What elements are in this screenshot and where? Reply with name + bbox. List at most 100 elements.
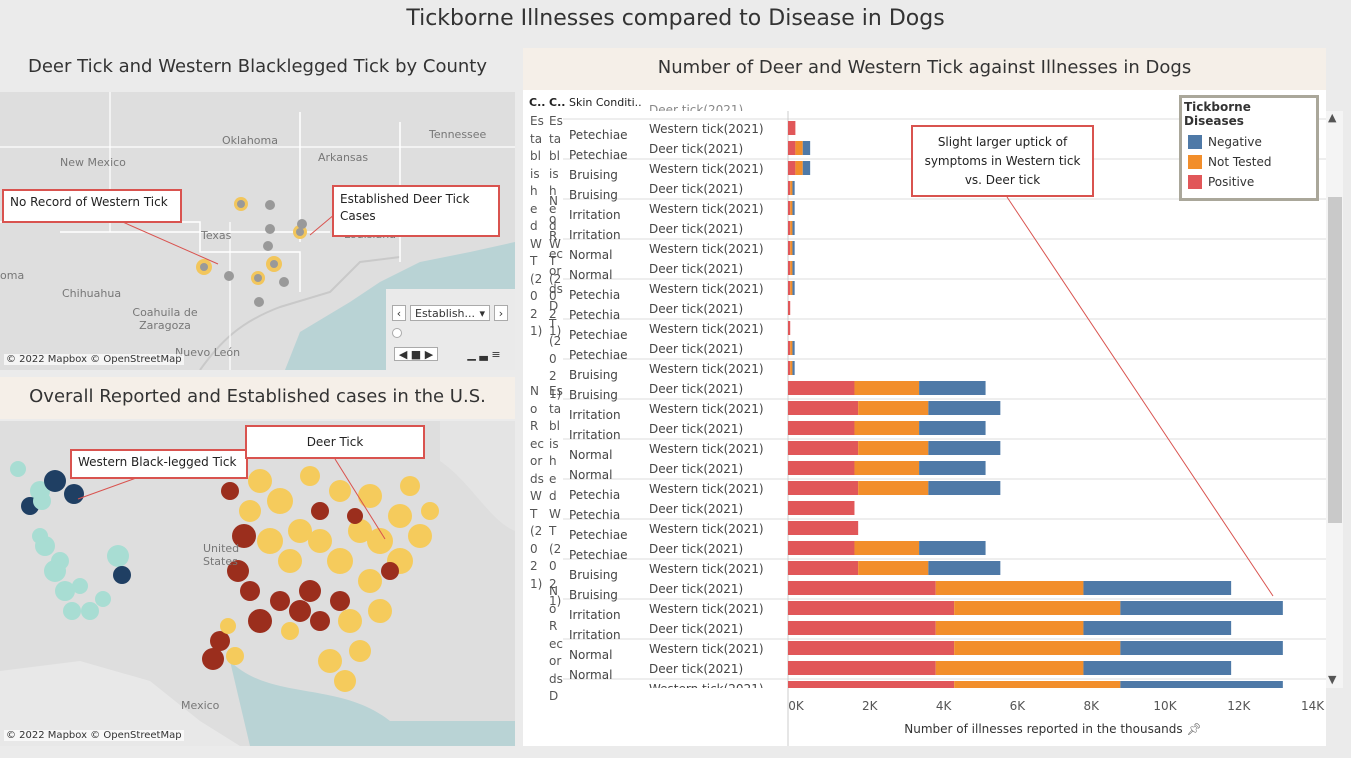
bar-rows-viewport[interactable]: Petechia Western tick(2021) Petechiae Deer … — [523, 111, 1326, 688]
map-label-mexico: Mexico — [181, 699, 220, 712]
tick-type-label: Deer tick(2021) — [649, 582, 743, 596]
map-label-tennessee: Tennessee — [429, 128, 487, 141]
bar-segment-positive — [788, 641, 955, 655]
condition-label: Petechiae — [569, 328, 628, 342]
legend-swatch-negative — [1188, 135, 1202, 149]
bar-segment-negative — [1120, 641, 1283, 655]
filter-select[interactable]: Establish... ▾ — [410, 305, 490, 321]
tick-type-label: Western tick(2021) — [649, 242, 764, 256]
x-tick-label: 0K — [788, 699, 805, 713]
bar-segment-not-tested — [935, 581, 1084, 595]
bar-segment-negative — [792, 241, 795, 255]
x-tick-label: 14K — [1301, 699, 1325, 713]
condition-label: Irritation — [569, 428, 621, 442]
us-markers-east — [202, 466, 439, 692]
bar-segment-not-tested — [795, 141, 803, 155]
tick-type-label: Deer tick(2021) — [649, 542, 743, 556]
legend-swatch-positive — [1188, 175, 1202, 189]
x-axis: 0K 2K 4K 6K 8K 10K 12K 14K — [787, 688, 1325, 746]
condition-label: Irritation — [569, 608, 621, 622]
playback-controls[interactable]: ◀ ■ ▶ — [394, 347, 438, 361]
legend-item-negative[interactable]: Negative — [1184, 132, 1314, 152]
tick-type-label: Western tick(2021) — [649, 362, 764, 376]
bar-segment-not-tested — [790, 361, 793, 375]
tick-type-label: Western tick(2021) — [649, 282, 764, 296]
col-header-2[interactable]: C.. — [549, 96, 566, 109]
tick-type-label: Deer tick(2021) — [649, 662, 743, 676]
bar-segment-positive — [788, 401, 859, 415]
map-label-oklahoma: Oklahoma — [222, 134, 278, 147]
annotation-uptick: Slight larger uptick of symptoms in West… — [911, 125, 1094, 197]
dashboard-title: Tickborne Illnesses compared to Disease … — [406, 6, 945, 31]
pin-icon[interactable]: 📌︎ — [1186, 722, 1202, 736]
map-label-nuevo-leon: Nuevo León — [175, 346, 241, 359]
bar-segment-not-tested — [790, 261, 793, 275]
tick-type-label: Western tick(2021) — [649, 682, 764, 688]
condition-label: Normal — [569, 248, 612, 262]
condition-label: Petechia — [569, 288, 620, 302]
prev-filter-button[interactable]: ‹ — [392, 305, 406, 321]
bar-segment-not-tested — [854, 541, 920, 555]
tick-type-label: Western tick(2021) — [649, 642, 764, 656]
condition-label: Bruising — [569, 168, 618, 182]
tick-type-label: Deer tick(2021) — [649, 262, 743, 276]
x-tick-label: 6K — [1010, 699, 1027, 713]
scroll-down-icon[interactable]: ▼ — [1328, 673, 1337, 686]
us-map[interactable]: United States Mexico Western Black-legge… — [0, 421, 515, 746]
condition-label: Petechiae — [569, 148, 628, 162]
legend-item-not-tested[interactable]: Not Tested — [1184, 152, 1314, 172]
bar-segment-positive — [788, 221, 791, 235]
tick-type-label: Deer tick(2021) — [649, 182, 743, 196]
bar-segment-not-tested — [935, 621, 1084, 635]
callout-established-deer-tick: Established Deer Tick Cases — [332, 185, 500, 237]
tick-type-label: Western tick(2021) — [649, 442, 764, 456]
bar-segment-positive — [788, 381, 855, 395]
bar-segment-positive — [788, 561, 859, 575]
next-filter-button[interactable]: › — [494, 305, 508, 321]
annotation-pointer — [1006, 196, 1274, 597]
bar-chart-svg: Petechia Western tick(2021) Petechiae Deer … — [563, 111, 1326, 688]
bar-segment-not-tested — [858, 561, 929, 575]
bar-segment-negative — [792, 361, 795, 375]
bar-segment-negative — [1120, 681, 1283, 688]
tick-type-label: Deer tick(2021) — [649, 502, 743, 516]
group-label-no-records-wt: No Records WT(2021) — [530, 384, 544, 591]
tick-type-label: Western tick(2021) — [649, 322, 764, 336]
x-tick-label: 8K — [1083, 699, 1100, 713]
bar-segment-not-tested — [790, 181, 793, 195]
bar-segment-negative — [802, 141, 811, 155]
group-label-col2-wt: Established WT(2021) — [549, 114, 563, 338]
bar-segment-negative — [802, 161, 811, 175]
bar-segment-positive — [788, 541, 855, 555]
bar-segment-negative — [792, 341, 795, 355]
col-header-1[interactable]: C.. — [529, 96, 546, 109]
condition-label: Bruising — [569, 588, 618, 602]
col-header-skin-condition[interactable]: Skin Conditi.. — [569, 96, 642, 109]
x-axis-title: Number of illnesses reported in the thou… — [788, 722, 1318, 736]
bar-segment-negative — [919, 541, 986, 555]
county-map[interactable]: Oklahoma Arkansas Tennessee New Mexico T… — [0, 92, 515, 370]
group-label-established-dt: Established WT(2021) — [549, 384, 563, 608]
scroll-up-icon[interactable]: ▲ — [1328, 111, 1337, 124]
vertical-scrollbar[interactable]: ▲ ▼ — [1326, 111, 1343, 688]
condition-label: Petechiae — [569, 128, 628, 142]
bar-segment-positive — [788, 181, 791, 195]
scrollbar-thumb[interactable] — [1328, 197, 1342, 523]
map-label-chihuahua: Chihuahua — [62, 287, 122, 300]
bar-chart-title: Number of Deer and Western Tick against … — [657, 57, 1192, 78]
bar-segment-negative — [919, 421, 986, 435]
x-tick-label: 2K — [862, 699, 879, 713]
speed-icon[interactable]: ▁ ▃ ≡ — [467, 347, 501, 361]
callout-no-western-tick: No Record of Western Tick — [2, 189, 182, 223]
bar-segment-negative — [792, 181, 795, 195]
map-label-arkansas: Arkansas — [318, 151, 369, 164]
legend-item-positive[interactable]: Positive — [1184, 172, 1314, 192]
condition-label: Petechiae — [569, 348, 628, 362]
county-map-title: Deer Tick and Western Blacklegged Tick b… — [28, 56, 487, 77]
tick-type-label: Deer tick(2021) — [649, 422, 743, 436]
bar-segment-positive — [788, 681, 955, 688]
bar-segment-negative — [1083, 621, 1232, 635]
radio-option[interactable] — [392, 328, 402, 338]
tick-type-label: Deer tick(2021) — [649, 302, 743, 316]
condition-label: Bruising — [569, 568, 618, 582]
